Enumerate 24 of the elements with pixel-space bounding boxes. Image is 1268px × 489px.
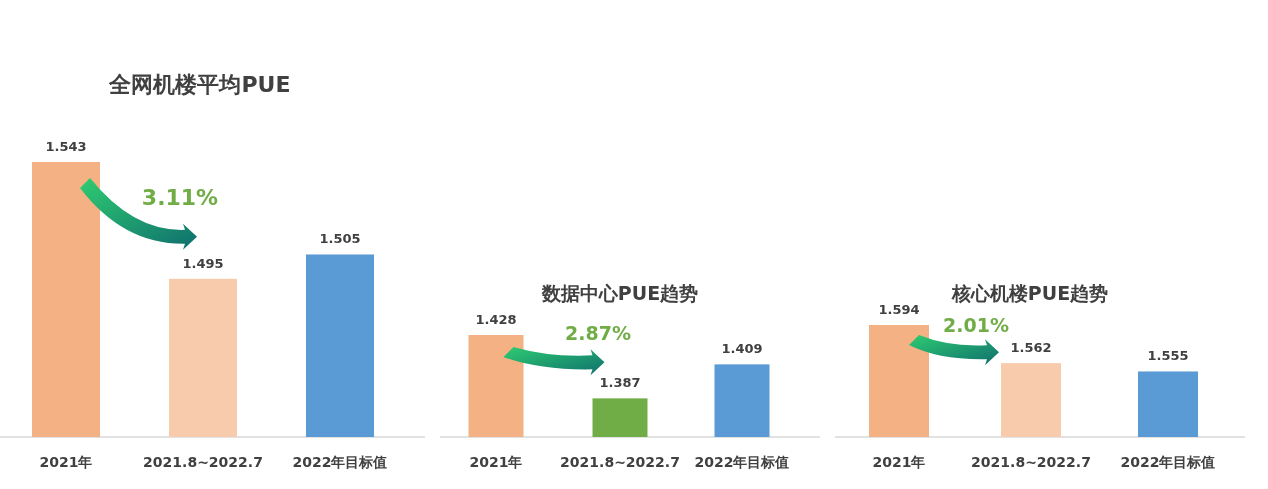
data-label: 1.562: [1010, 340, 1052, 356]
chart-title: 核心机楼PUE趋势: [950, 282, 1109, 304]
data-label: 1.387: [599, 375, 641, 391]
annotation: 2.87%: [565, 322, 631, 344]
data-label: 1.594: [878, 302, 920, 317]
data-label: 1.543: [45, 139, 87, 154]
data-label: 1.409: [721, 341, 763, 357]
annotation: 2.01%: [943, 314, 1009, 336]
annotation: 3.11%: [141, 185, 219, 210]
x-tick-label: 2022年目标值: [694, 454, 790, 470]
x-tick-label: 2021.8~2022.7: [560, 454, 680, 470]
x-tick-label: 2021年: [872, 454, 926, 470]
data-label: 1.495: [182, 255, 224, 271]
chart-title: 数据中心PUE趋势: [540, 282, 699, 304]
x-tick-label: 2021年: [39, 454, 93, 470]
chart-title: 全网机楼平均PUE: [108, 72, 291, 97]
data-label: 1.428: [475, 312, 517, 327]
x-tick-label: 2021年: [469, 454, 523, 470]
x-tick-label: 2022年目标值: [1120, 454, 1216, 470]
x-tick-label: 2022年目标值: [292, 454, 388, 470]
data-label: 1.555: [1147, 348, 1189, 364]
data-label: 1.505: [319, 231, 361, 247]
x-tick-label: 2021.8~2022.7: [143, 454, 263, 470]
x-tick-label: 2021.8~2022.7: [971, 454, 1091, 470]
